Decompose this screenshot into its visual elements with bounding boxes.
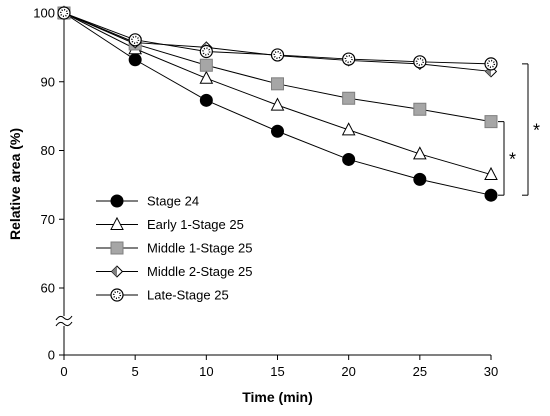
x-tick-label: 30 [484,364,498,379]
y-tick-label: 90 [41,74,55,89]
y-tick-label: 80 [41,143,55,158]
series: Middle 2-Stage 25: 100Middle 2-Stage 25:… [57,6,498,78]
y-tick-label: 100 [33,6,55,21]
y-tick-label: 70 [41,212,55,227]
axis-break-gap [54,316,74,326]
data-point: Stage 24: 87.3 [199,93,213,107]
legend-item: Late-Stage 25 [96,288,229,303]
legend-item: Middle 2-Stage 25 [96,264,253,279]
data-point: Stage 24: 93.2 [128,53,142,67]
series: Late-Stage 25: 100 Late-Stage 25: 96.1 Lat… [57,6,498,71]
data-point: Late-Stage 25: 94.4 [199,44,213,59]
data-point: Late-Stage 25: 93.3 [342,52,356,66]
data-point: Middle 1-Stage 25: 86 [413,102,427,116]
y-axis-title: Relative area (%) [7,128,23,240]
data-point: Middle 1-Stage 25: 87.6 [342,91,356,105]
y-tick-label: 0 [48,348,55,363]
data-point [110,216,124,230]
data-point: Middle 1-Stage 25: 84.2 [484,115,498,129]
data-point [110,241,124,255]
y-tick-label: 60 [41,281,55,296]
data-point: Late-Stage 25: 93.9 [270,48,285,62]
data-point: Late-Stage 25: 100 [57,6,71,20]
legend-item: Middle 1-Stage 25 [96,241,253,256]
data-point: Early 1-Stage 25: 90.5 [199,70,214,84]
data-point [110,265,124,278]
x-tick-label: 25 [413,364,427,379]
significance-label: * [533,121,540,141]
x-tick-label: 5 [132,364,139,379]
data-point: Stage 24: 78.7 [342,152,356,166]
x-tick-label: 15 [270,364,284,379]
data-point: Late-Stage 25: 96.1 [128,33,142,47]
data-point: Middle 1-Stage 25: 89.7 [271,77,284,91]
axis-break-mark-lower [55,321,73,327]
series: Early 1-Stage 25: 100Early 1-Stage 25: 9… [57,5,498,181]
legend-item: Early 1-Stage 25 [96,216,244,232]
significance-brackets: ** [498,63,540,196]
data-point: Early 1-Stage 25: 86.6 [270,97,285,111]
x-tick-label: 0 [60,364,67,379]
data-point: Late-Stage 25: 92.9 [413,55,427,69]
significance-label: * [509,149,516,169]
data-point [110,288,124,302]
x-tick-label: 20 [341,364,355,379]
legend: Stage 24 Early 1-Stage 25 Middle 1-Stage 2… [96,194,253,303]
legend-label: Middle 1-Stage 25 [147,241,253,256]
legend-label: Late-Stage 25 [147,288,229,303]
data-point: Stage 24: 82.8 [271,124,284,138]
x-axis-title: Time (min) [242,389,313,405]
data-point: Early 1-Stage 25: 76.5 [484,166,498,181]
series-layer: Stage 24: 100Stage 24: 93.2Stage 24: 87.… [57,5,498,202]
data-point: Middle 1-Stage 25: 92.4 [199,58,213,72]
data-point: Stage 24: 75.8 [413,172,427,186]
series-line [63,12,492,72]
ticks: 0 5 10 15 20 25 30 0 60 70 80 90 100 [33,6,498,380]
data-point: Early 1-Stage 25: 83 [341,122,356,136]
legend-label: Stage 24 [147,194,199,209]
axis-break-mark-upper [55,315,73,321]
legend-label: Middle 2-Stage 25 [147,264,253,279]
data-point [110,194,124,208]
x-tick-label: 10 [199,364,213,379]
data-point: Early 1-Stage 25: 79.5 [413,146,427,160]
data-point: Late-Stage 25: 92.6 [484,57,498,71]
legend-item: Stage 24 [96,194,199,209]
legend-label: Early 1-Stage 25 [147,217,244,232]
data-point: Stage 24: 73.5 [484,188,498,202]
